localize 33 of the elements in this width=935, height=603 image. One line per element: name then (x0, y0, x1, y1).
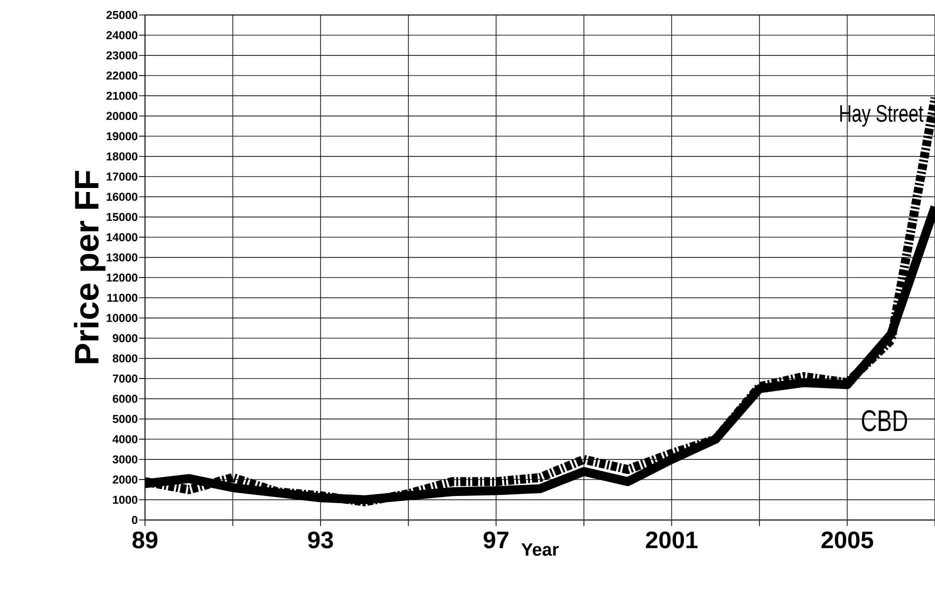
y-tick-label: 21000 (106, 92, 138, 100)
y-tick-label: 18000 (106, 152, 138, 160)
y-tick-label: 5000 (112, 414, 138, 424)
y-tick-label: 14000 (106, 233, 138, 242)
y-tick-label: 11000 (107, 294, 138, 302)
y-tick-label: 0 (132, 516, 138, 524)
y-tick-label: 25000 (106, 10, 138, 20)
y-tick-label: 24000 (106, 31, 138, 40)
y-tick-label: 20000 (106, 112, 138, 120)
y-tick-label: 1000 (113, 496, 138, 504)
y-tick-label: 23000 (106, 51, 138, 60)
y-tick-label: 12000 (106, 274, 138, 282)
y-tick-label: 4000 (112, 435, 138, 444)
x-tick-label: 2005 (821, 531, 874, 548)
y-tick-label: 19000 (106, 132, 138, 140)
y-tick-label: 22000 (106, 72, 138, 80)
x-tick-label: 97 (484, 531, 508, 548)
y-tick-label: 13000 (106, 253, 138, 262)
x-tick-label: 2001 (646, 531, 698, 548)
y-tick-label: 15000 (106, 212, 138, 222)
y-tick-label: 7000 (112, 374, 138, 383)
y-tick-label: 2000 (112, 476, 138, 484)
y-tick-label: 9000 (112, 334, 138, 342)
y-tick-label: 17000 (106, 172, 138, 181)
x-tick-label: 89 (132, 531, 158, 548)
y-axis-title: Price per FF (74, 170, 106, 364)
y-tick-label: 16000 (106, 192, 138, 201)
y-tick-label: 10000 (106, 314, 138, 322)
y-tick-label: 6000 (112, 394, 138, 403)
y-tick-label: 8000 (112, 354, 138, 362)
x-tick-label: 93 (308, 531, 333, 548)
y-tick-label: 3000 (112, 455, 138, 464)
x-axis-title: Year (521, 543, 559, 556)
